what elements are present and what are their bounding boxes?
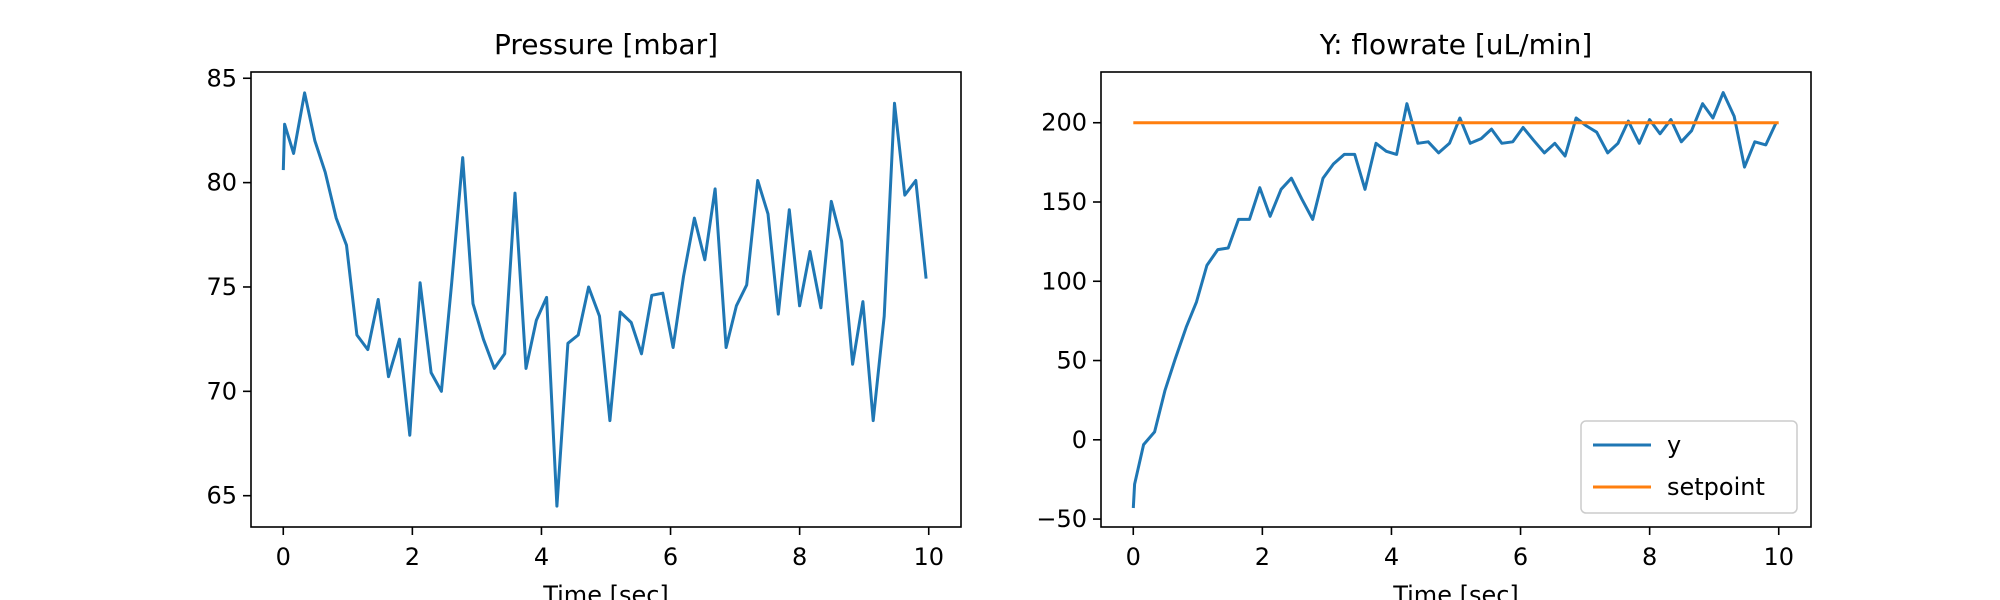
y-tick-label: 200 (1041, 109, 1087, 137)
flowrate-chart: 0 2 4 6 8 10 −50 0 50 100 150 200 Y: flowrate [uL/mi… (1036, 28, 1812, 600)
x-tick-label: 8 (1642, 543, 1657, 571)
y-tick-label: 70 (206, 377, 237, 405)
chart-title: Pressure [mbar] (494, 28, 718, 61)
x-tick-label: 2 (1255, 543, 1270, 571)
x-tick-label: 4 (534, 543, 549, 571)
y-tick-label: 100 (1041, 267, 1087, 295)
series-line-y (1131, 91, 1778, 509)
x-tick-label: 0 (1126, 543, 1141, 571)
y-tick-label: 0 (1072, 426, 1087, 454)
pressure-chart: 0 2 4 6 8 10 65 70 75 80 85 Pressure [mbar] Time [se… (206, 28, 962, 600)
y-tick-label: −50 (1036, 505, 1087, 533)
x-tick-label: 0 (276, 543, 291, 571)
plot-frame (250, 71, 962, 528)
x-tick-label: 6 (1513, 543, 1528, 571)
x-axis-label: Time [sec] (1392, 581, 1519, 600)
x-tick-label: 10 (913, 543, 944, 571)
plot-frame (1100, 71, 1812, 528)
x-axis-label: Time [sec] (542, 581, 669, 600)
y-tick-label: 80 (206, 169, 237, 197)
y-tick-label: 65 (206, 482, 237, 510)
x-tick-label: 2 (405, 543, 420, 571)
x-tick-label: 4 (1384, 543, 1399, 571)
series-line-0 (281, 91, 928, 508)
y-tick-label: 75 (206, 273, 237, 301)
y-tick-label: 150 (1041, 188, 1087, 216)
legend: y setpoint (1580, 420, 1798, 514)
x-tick-label: 6 (663, 543, 678, 571)
x-tick-label: 8 (792, 543, 807, 571)
y-tick-label: 85 (206, 64, 237, 92)
chart-title: Y: flowrate [uL/min] (1319, 28, 1593, 61)
legend-label-y: y (1667, 431, 1681, 459)
y-tick-label: 50 (1056, 347, 1087, 375)
x-tick-label: 10 (1763, 543, 1794, 571)
legend-label-setpoint: setpoint (1667, 473, 1765, 501)
